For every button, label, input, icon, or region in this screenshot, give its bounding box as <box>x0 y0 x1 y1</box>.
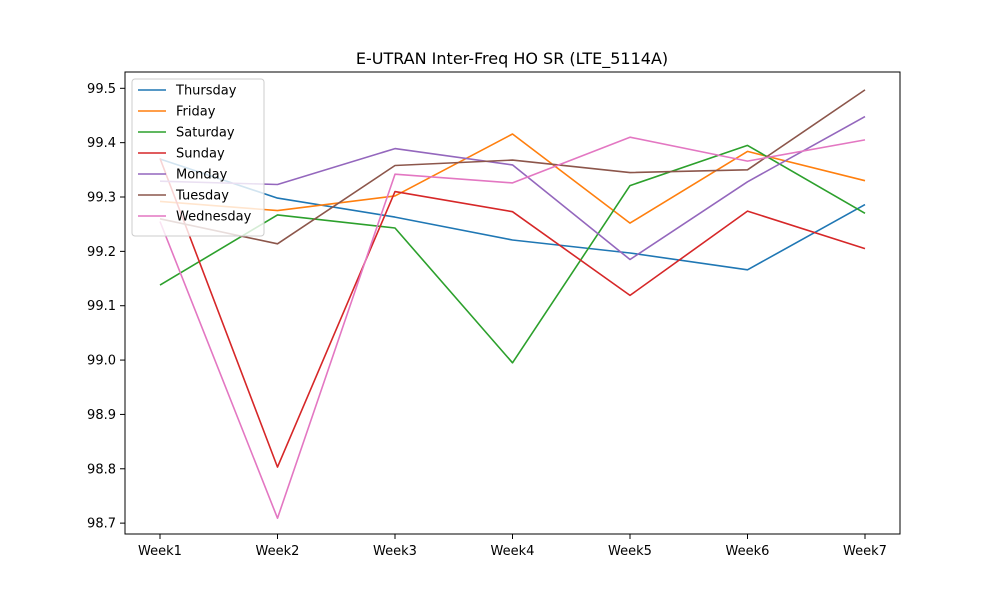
x-tick-label: Week5 <box>608 544 652 559</box>
x-tick-label: Week1 <box>138 544 182 559</box>
series-line-tuesday <box>159 89 866 245</box>
series-line-thursday <box>159 158 866 271</box>
x-axis: Week1 Week2 Week3 Week4 Week5 Week6 Week7 <box>138 534 887 559</box>
series-line-sunday <box>159 158 866 468</box>
legend-entry-wednesday: Wednesday <box>176 210 252 225</box>
y-tick-label: 99.3 <box>87 191 116 206</box>
series-line-friday <box>159 133 866 224</box>
legend-entry-sunday: Sunday <box>176 147 225 162</box>
series-line-monday <box>159 115 866 261</box>
x-tick-label: Week7 <box>843 544 887 559</box>
legend-entry-saturday: Saturday <box>176 126 235 141</box>
x-tick-label: Week4 <box>491 544 535 559</box>
legend-entry-tuesday: Tuesday <box>175 189 229 204</box>
y-tick-label: 99.2 <box>87 245 116 260</box>
y-tick-label: 99.4 <box>87 136 116 151</box>
y-tick-label: 98.9 <box>87 408 116 423</box>
x-tick-label: Week2 <box>256 544 300 559</box>
legend-box <box>131 78 265 237</box>
y-tick-label: 99.1 <box>87 299 116 314</box>
series-line-wednesday <box>159 136 866 520</box>
y-tick-label: 98.8 <box>87 462 116 477</box>
series-line-saturday <box>159 144 866 364</box>
legend-entry-thursday: Thursday <box>175 84 237 99</box>
y-tick-label: 98.7 <box>87 517 116 532</box>
chart-title: E-UTRAN Inter-Freq HO SR (LTE_5114A) <box>356 49 668 69</box>
y-tick-label: 99.5 <box>87 82 116 97</box>
legend-entry-monday: Monday <box>176 168 228 183</box>
plot-lines <box>159 89 866 520</box>
legend: Thursday Friday Saturday Sunday Monday Tuesda… <box>131 78 265 237</box>
y-tick-label: 99.0 <box>87 354 116 369</box>
y-axis: 98.7 98.8 98.9 99.0 99.1 99.2 99.3 99.4 99.5 <box>87 82 125 532</box>
legend-entry-friday: Friday <box>176 105 216 120</box>
x-tick-label: Week6 <box>726 544 770 559</box>
x-tick-label: Week3 <box>373 544 417 559</box>
